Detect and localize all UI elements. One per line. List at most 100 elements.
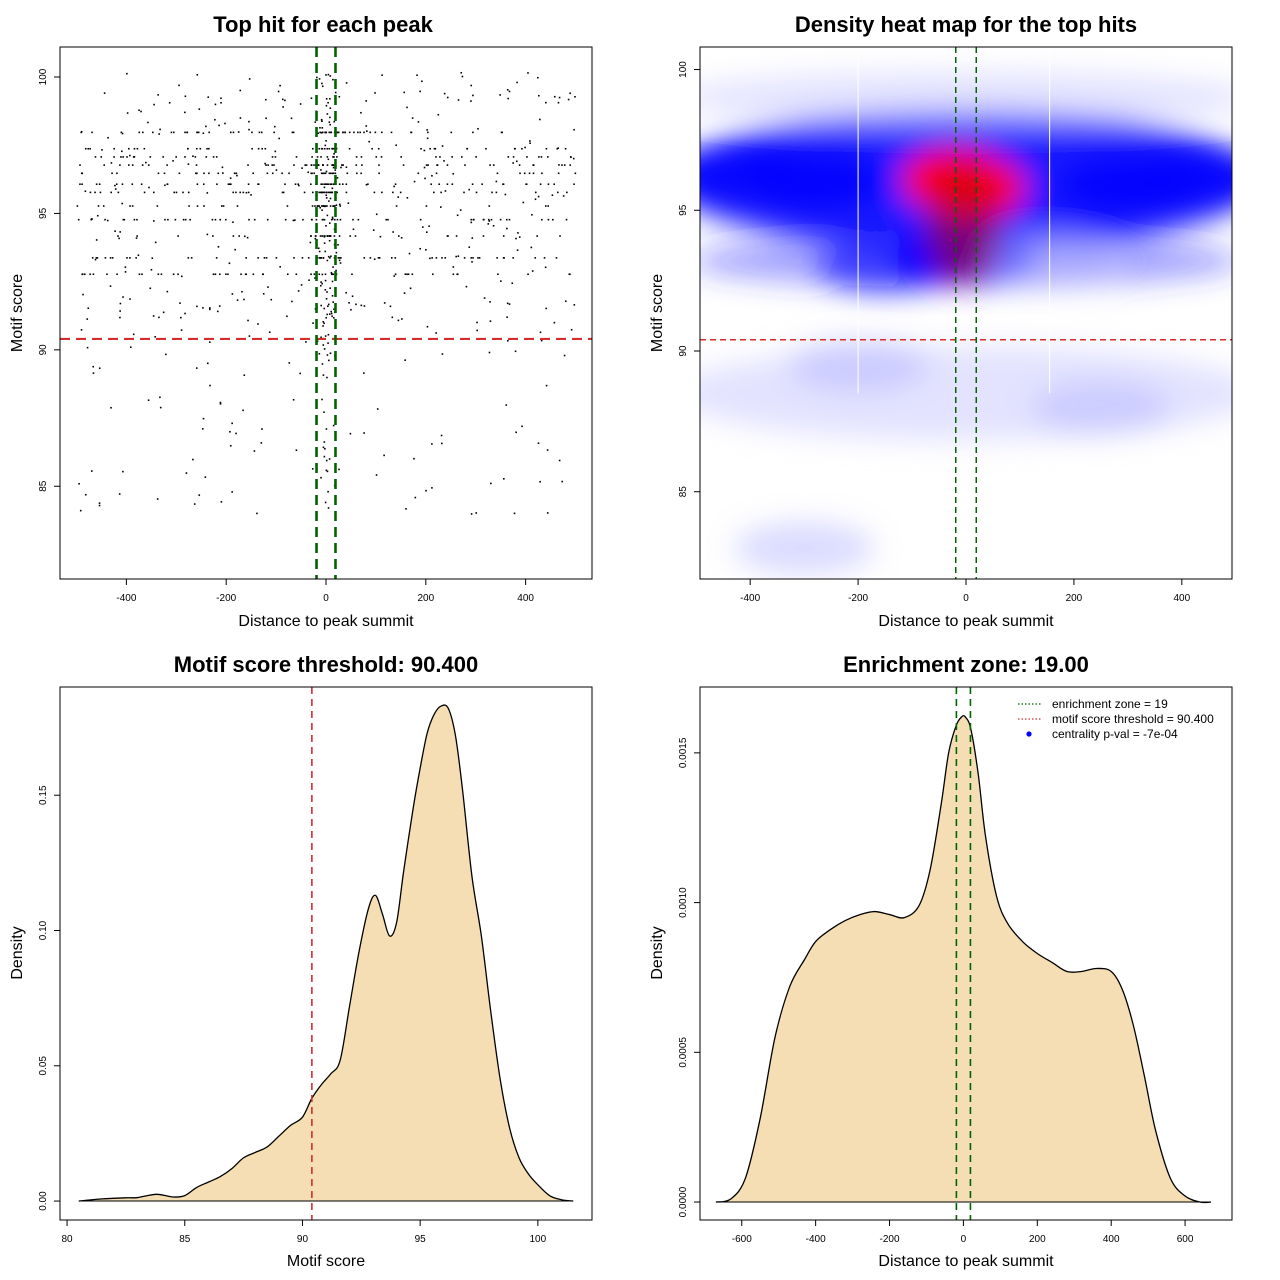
scatter-point: [338, 95, 341, 98]
scatter-point: [324, 288, 327, 291]
scatter-reference-lines: [60, 47, 592, 579]
scatter-point: [349, 432, 352, 435]
score-ytick-label: 0.10: [38, 920, 49, 940]
scatter-point: [334, 205, 336, 207]
scatter-point: [552, 218, 554, 221]
scatter-point: [322, 205, 324, 207]
scatter-point: [330, 271, 333, 274]
scatter-point: [129, 205, 131, 207]
scatter-point: [547, 156, 549, 158]
scatter-point: [205, 156, 208, 158]
scatter-point: [302, 218, 304, 221]
scatter-point: [329, 107, 332, 109]
scatter-point: [309, 241, 312, 244]
scatter-point: [262, 273, 264, 276]
scatter-point: [475, 191, 478, 194]
scatter-point: [107, 136, 109, 139]
scatter-point: [468, 246, 471, 248]
scatter-point: [319, 235, 322, 237]
scatter-point: [450, 131, 453, 134]
scatter-point: [546, 449, 549, 451]
scatter-point: [329, 123, 331, 126]
score-y-axis: 0.00 0.05 0.10 0.15: [38, 785, 60, 1211]
scatter-point: [159, 396, 161, 399]
scatter-point: [96, 257, 99, 259]
scatter-point: [433, 147, 436, 150]
scatter-xtick-label: -400: [116, 593, 136, 604]
heatmap-xtick-label: -400: [740, 593, 760, 604]
score-xtick-label: 85: [179, 1234, 191, 1245]
scatter-point: [320, 257, 322, 259]
scatter-point: [319, 126, 321, 129]
scatter-point: [392, 191, 394, 194]
scatter-point: [91, 131, 93, 134]
scatter-point: [538, 156, 540, 158]
heat-peak: [927, 164, 1000, 285]
scatter-point: [440, 191, 442, 194]
scatter-point: [325, 74, 327, 76]
scatter-point: [336, 218, 339, 221]
scatter-point: [435, 257, 438, 259]
scatter-point: [319, 131, 321, 134]
scatter-point: [320, 118, 323, 121]
panel-heatmap: Density heat map for the top hits -400 -2…: [649, 12, 1233, 630]
scatter-point: [324, 144, 327, 147]
scatter-point: [532, 164, 535, 166]
scatter-point: [81, 273, 84, 276]
scatter-point: [92, 273, 95, 276]
scatter-point: [165, 353, 167, 356]
scatter-point: [419, 247, 422, 250]
scatter-point: [190, 257, 193, 259]
scatter-point: [395, 205, 398, 207]
scatter-point: [363, 305, 366, 307]
scatter-point: [173, 191, 175, 194]
scatter-point: [457, 99, 460, 101]
scatter-point: [315, 218, 318, 221]
distance-ytick-label: 0.0005: [678, 1037, 689, 1068]
scatter-point: [264, 162, 266, 165]
scatter-point: [331, 294, 334, 297]
scatter-point: [268, 331, 271, 333]
scatter-point: [248, 78, 251, 80]
panel-distance-density: Enrichment zone: 19.00 -600 -400 -200 0 200 4…: [649, 652, 1233, 1270]
scatter-point: [241, 290, 243, 293]
scatter-point: [330, 183, 333, 186]
scatter-point: [218, 124, 220, 127]
scatter-point: [441, 145, 444, 147]
scatter-point: [466, 147, 468, 150]
scatter-point: [307, 171, 310, 174]
distance-xtick-label: -600: [732, 1234, 752, 1245]
scatter-point: [180, 329, 183, 331]
scatter-point: [334, 169, 337, 171]
scatter-point: [129, 346, 132, 349]
scatter-point: [222, 205, 225, 207]
panel-scatter: Top hit for each peak -400 -200 0 200 400 85…: [9, 12, 593, 630]
scatter-point: [263, 257, 266, 259]
scatter-point: [328, 200, 330, 202]
scatter-point: [320, 304, 323, 307]
scatter-point: [426, 137, 429, 140]
scatter-point: [187, 191, 190, 194]
scatter-point: [529, 142, 531, 145]
scatter-point: [266, 218, 269, 221]
scatter-point: [208, 147, 210, 150]
scatter-point: [297, 290, 300, 292]
scatter-point: [490, 482, 492, 485]
scatter-point: [83, 273, 86, 276]
distance-xtick-label: 400: [1103, 1234, 1120, 1245]
scatter-point: [411, 273, 414, 276]
scatter-point: [446, 183, 449, 186]
scatter-point: [331, 187, 334, 190]
distance-xtick-label: 600: [1177, 1234, 1194, 1245]
scatter-point: [228, 262, 231, 265]
scatter-point: [564, 300, 567, 303]
scatter-point: [452, 266, 455, 268]
scatter-point: [472, 257, 474, 259]
scatter-point: [290, 117, 293, 120]
scatter-point: [404, 359, 406, 361]
scatter-point: [329, 352, 332, 355]
scatter-point: [335, 204, 338, 206]
scatter-point: [321, 273, 324, 276]
scatter-point: [80, 329, 83, 331]
scatter-point: [271, 172, 274, 175]
